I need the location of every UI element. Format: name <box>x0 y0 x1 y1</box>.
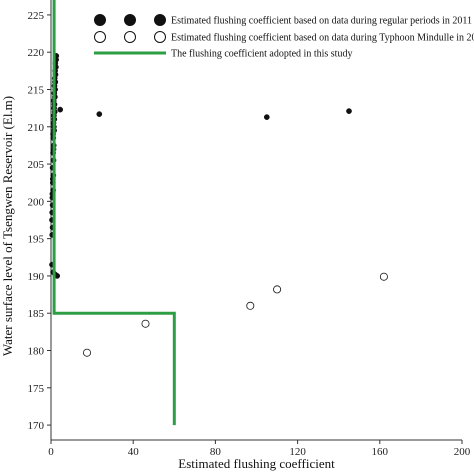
regular-period-point <box>57 106 64 113</box>
x-tick-label: 0 <box>48 446 54 458</box>
x-tick-label: 120 <box>289 446 306 458</box>
x-axis-title: Estimated flushing coefficient <box>178 456 335 471</box>
y-tick-label: 190 <box>28 271 45 283</box>
legend: Estimated flushing coefficient based on … <box>94 14 474 60</box>
legend-filled-circle <box>154 14 166 26</box>
typhoon-point <box>141 319 150 328</box>
legend-label: Estimated flushing coefficient based on … <box>171 16 472 27</box>
x-tick-label: 160 <box>372 446 389 458</box>
regular-period-point <box>346 108 352 114</box>
y-tick-label: 225 <box>28 10 45 22</box>
y-tick-label: 170 <box>28 420 45 432</box>
legend-open-circle <box>124 31 136 43</box>
legend-label: Estimated flushing coefficient based on … <box>171 33 474 44</box>
y-tick-label: 215 <box>28 84 45 96</box>
regular-period-point <box>96 111 103 117</box>
typhoon-point <box>273 285 282 294</box>
typhoon-point <box>246 301 255 310</box>
x-tick-label: 200 <box>454 446 471 458</box>
axes: 0 40 80 120 160 200 170 175 180 185 190 195 200 205 21… <box>28 0 471 458</box>
y-tick-label: 195 <box>28 234 45 246</box>
y-tick-label: 200 <box>28 196 45 208</box>
x-tick-label: 40 <box>128 446 140 458</box>
y-tick-label: 180 <box>28 346 45 358</box>
typhoon-point <box>83 348 92 357</box>
data-marks <box>49 0 388 426</box>
legend-label: The flushing coefficient adopted in this… <box>171 49 352 60</box>
y-tick-label: 185 <box>28 308 45 320</box>
legend-open-circle <box>154 31 166 43</box>
y-tick-label: 210 <box>28 122 45 134</box>
y-tick-label: 205 <box>28 159 45 171</box>
adopted-coefficient-line <box>52 0 176 426</box>
y-tick-label: 175 <box>28 383 45 395</box>
y-tick-label: 220 <box>28 47 45 59</box>
x-tick-label: 80 <box>210 446 222 458</box>
y-axis-title: Water surface level of Tsengwen Reservoi… <box>0 96 15 356</box>
regular-period-point <box>263 114 270 120</box>
legend-filled-circle <box>124 14 136 26</box>
typhoon-point <box>379 272 388 281</box>
legend-open-circle <box>94 31 106 43</box>
legend-filled-circle <box>94 14 106 26</box>
